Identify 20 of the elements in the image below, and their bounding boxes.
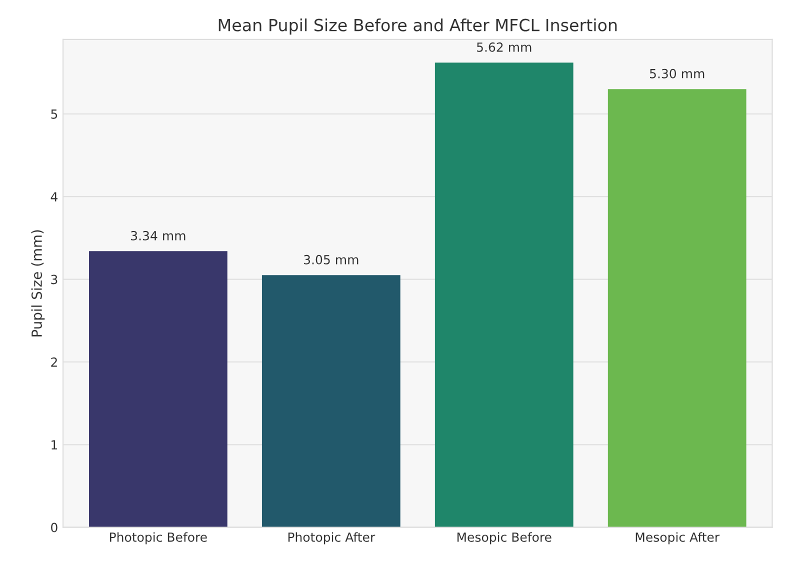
data-label: 3.05 mm — [304, 254, 358, 264]
data-label: 5.30 mm — [650, 68, 704, 78]
bar — [262, 275, 400, 528]
data-label: 5.62 mm — [477, 42, 532, 52]
y-tick-label: 0 — [51, 522, 58, 532]
x-tick-label: Mesopic After — [636, 532, 720, 544]
bar — [434, 62, 574, 528]
x-tick-label: Photopic After — [288, 532, 376, 544]
y-tick-label: 1 — [52, 440, 58, 450]
y-tick-label: 2 — [51, 357, 57, 367]
x-tick-label: Mesopic Before — [457, 532, 552, 544]
x-tick-label: Photopic Before — [110, 532, 207, 544]
y-tick-label: 3 — [51, 274, 58, 284]
y-tick-label: 5 — [51, 110, 58, 119]
y-tick-label: 4 — [50, 192, 58, 202]
chart-title: Mean Pupil Size Before and After MFCL Insertion — [218, 18, 617, 35]
y-axis-title: Pupil Size (mm) — [31, 230, 45, 336]
data-label: 3.34 mm — [131, 230, 186, 240]
bar — [88, 251, 228, 528]
bar — [608, 89, 746, 528]
